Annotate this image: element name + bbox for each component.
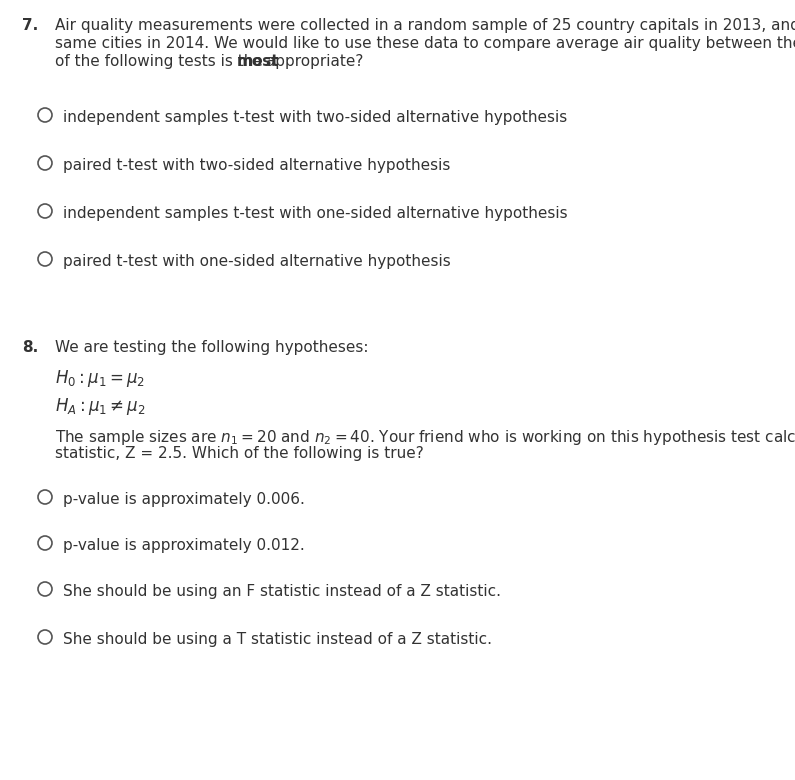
Text: of the following tests is the: of the following tests is the [55, 54, 268, 69]
Text: $H_A : \mu_1 \neq \mu_2$: $H_A : \mu_1 \neq \mu_2$ [55, 396, 145, 417]
Text: Air quality measurements were collected in a random sample of 25 country capital: Air quality measurements were collected … [55, 18, 795, 33]
Text: p-value is approximately 0.006.: p-value is approximately 0.006. [63, 492, 304, 507]
Text: most: most [236, 54, 279, 69]
Text: p-value is approximately 0.012.: p-value is approximately 0.012. [63, 538, 304, 553]
Text: 8.: 8. [22, 340, 38, 355]
Text: same cities in 2014. We would like to use these data to compare average air qual: same cities in 2014. We would like to us… [55, 36, 795, 51]
Text: appropriate?: appropriate? [261, 54, 363, 69]
Text: $H_0 : \mu_1 = \mu_2$: $H_0 : \mu_1 = \mu_2$ [55, 368, 145, 389]
Text: statistic, Z = 2.5. Which of the following is true?: statistic, Z = 2.5. Which of the followi… [55, 446, 424, 461]
Text: independent samples t-test with one-sided alternative hypothesis: independent samples t-test with one-side… [63, 206, 568, 221]
Text: paired t-test with two-sided alternative hypothesis: paired t-test with two-sided alternative… [63, 158, 451, 173]
Text: She should be using an F statistic instead of a Z statistic.: She should be using an F statistic inste… [63, 584, 501, 599]
Text: paired t-test with one-sided alternative hypothesis: paired t-test with one-sided alternative… [63, 254, 451, 269]
Text: She should be using a T statistic instead of a Z statistic.: She should be using a T statistic instea… [63, 632, 492, 647]
Text: We are testing the following hypotheses:: We are testing the following hypotheses: [55, 340, 369, 355]
Text: 7.: 7. [22, 18, 38, 33]
Text: The sample sizes are $n_1 = 20$ and $n_2 = 40$. Your friend who is working on th: The sample sizes are $n_1 = 20$ and $n_2… [55, 428, 795, 447]
Text: independent samples t-test with two-sided alternative hypothesis: independent samples t-test with two-side… [63, 110, 568, 125]
